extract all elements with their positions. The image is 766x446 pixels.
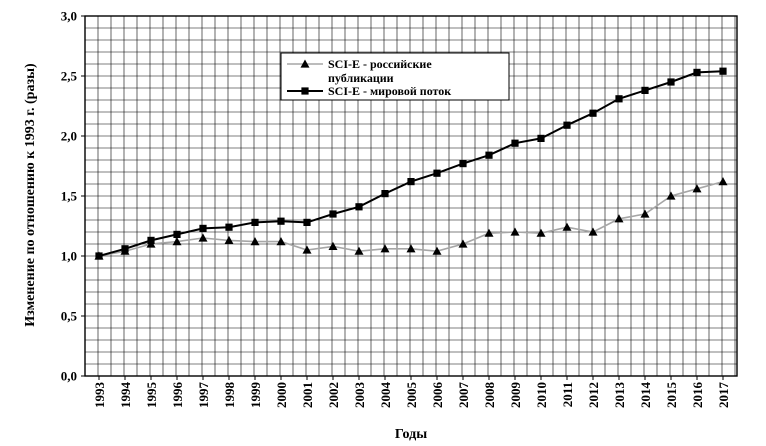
data-point (537, 134, 545, 142)
x-tick-label: 2007 (456, 382, 471, 409)
data-point (380, 244, 390, 253)
data-point (641, 86, 649, 94)
data-point (172, 237, 182, 246)
y-axis-title: Изменение по отношению к 1993 г. (разы) (23, 63, 38, 327)
data-point (459, 160, 467, 168)
data-point (719, 67, 727, 75)
x-tick-label: 2002 (326, 382, 341, 408)
data-point (562, 222, 572, 231)
series-layer (94, 67, 728, 260)
x-tick-label: 1998 (222, 382, 237, 409)
data-point (250, 237, 260, 246)
data-point (329, 210, 337, 218)
y-tick-label: 0,0 (61, 369, 77, 384)
data-point (536, 228, 546, 237)
legend-label: SCI-E - российские (328, 57, 432, 71)
x-tick-label: 2005 (404, 382, 419, 409)
data-point (406, 244, 416, 253)
data-point (666, 191, 676, 200)
x-tick-label: 2013 (612, 382, 627, 409)
data-point (381, 190, 389, 198)
x-tick-label: 2000 (274, 382, 289, 408)
data-point (225, 223, 233, 231)
y-tick-label: 1,5 (61, 189, 78, 204)
y-tick-label: 3,0 (61, 9, 77, 24)
data-point (615, 95, 623, 103)
data-point (433, 169, 441, 177)
x-tick-label: 2008 (482, 382, 497, 409)
y-axis-ticks: 0,0 0,5 1,0 1,5 2,0 2,5 3,0 (61, 9, 85, 384)
x-tick-label: 1999 (248, 382, 263, 409)
x-tick-label: 2010 (534, 382, 549, 408)
y-tick-label: 2,5 (61, 69, 78, 84)
legend-label: SCI-E - мировой поток (328, 84, 451, 98)
data-point (718, 177, 728, 186)
data-point (485, 151, 493, 159)
data-point (328, 241, 338, 250)
data-point (224, 235, 234, 244)
data-point (198, 233, 208, 242)
x-tick-label: 2012 (586, 382, 601, 408)
x-tick-label: 2009 (508, 382, 523, 409)
x-tick-label: 2016 (690, 382, 705, 409)
data-point (121, 245, 129, 253)
data-point (303, 218, 311, 226)
data-point (354, 246, 364, 255)
x-tick-label: 2011 (560, 382, 575, 407)
x-tick-label: 2001 (300, 382, 315, 408)
data-point (277, 217, 285, 225)
data-point (511, 139, 519, 147)
data-point (589, 109, 597, 117)
x-tick-label: 1993 (92, 382, 107, 409)
data-point (614, 214, 624, 223)
legend-entry: SCI-E - мировой поток (287, 84, 451, 98)
legend-marker (301, 87, 309, 95)
data-point (484, 228, 494, 237)
data-point (640, 209, 650, 218)
legend-marker (300, 59, 310, 68)
data-point (276, 237, 286, 246)
data-point (563, 121, 571, 129)
data-point (407, 178, 415, 186)
data-point (693, 68, 701, 76)
x-tick-label: 2014 (638, 382, 653, 409)
data-point (302, 245, 312, 254)
data-point (510, 227, 520, 236)
data-point (173, 230, 181, 238)
y-tick-label: 0,5 (61, 309, 78, 324)
legend-box (280, 52, 510, 101)
chart-grid (84, 15, 737, 377)
data-point (692, 184, 702, 193)
data-point (251, 218, 259, 226)
data-point (667, 78, 675, 86)
x-tick-label: 2003 (352, 382, 367, 409)
y-tick-label: 1,0 (61, 249, 77, 264)
x-tick-label: 2006 (430, 382, 445, 409)
x-tick-label: 1995 (144, 382, 159, 409)
x-tick-label: 1994 (118, 382, 133, 409)
data-point (95, 252, 103, 260)
data-point (355, 203, 363, 211)
data-point (147, 236, 155, 244)
x-tick-label: 2004 (378, 382, 393, 409)
data-point (458, 239, 468, 248)
x-tick-label: 2015 (664, 382, 679, 409)
legend-label: публикации (328, 71, 394, 85)
x-axis-title: Годы (395, 427, 427, 442)
series-square (95, 67, 727, 260)
y-tick-label: 2,0 (61, 129, 77, 144)
x-tick-label: 1997 (196, 382, 211, 409)
x-tick-label: 1996 (170, 382, 185, 409)
data-point (432, 246, 442, 255)
series-triangle (94, 177, 728, 260)
data-point (199, 224, 207, 232)
x-axis-ticks: 1993 1994 1995 1996 1997 1998 1999 2000 2001 2002… (92, 376, 731, 408)
data-point (588, 227, 598, 236)
x-tick-label: 2017 (716, 382, 731, 409)
